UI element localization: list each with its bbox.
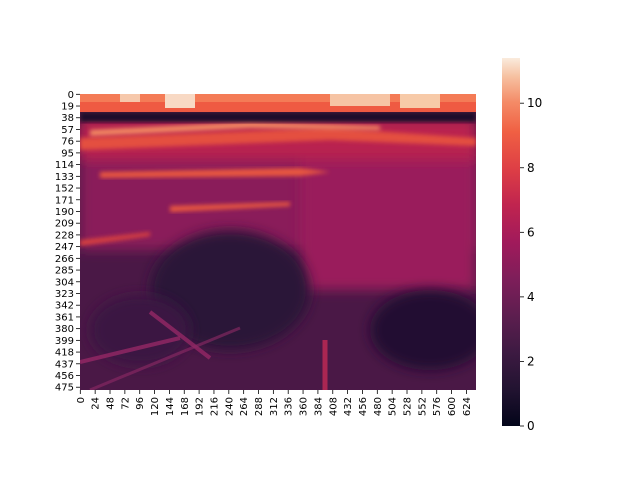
y-tick-label: 380 xyxy=(55,324,74,335)
heatmap-cells xyxy=(80,94,476,390)
x-tick-label: 288 xyxy=(254,397,265,416)
x-tick-label: 624 xyxy=(462,397,473,416)
heatmap-top-patch-3 xyxy=(330,94,390,106)
x-tick-label: 192 xyxy=(195,397,206,416)
y-tick-label: 76 xyxy=(61,137,74,148)
y-tick-label: 0 xyxy=(68,90,74,101)
y-tick-label: 209 xyxy=(55,219,74,230)
x-tick-label: 552 xyxy=(417,397,428,416)
heatmap-top-patch-1 xyxy=(165,94,195,108)
x-tick-label: 240 xyxy=(224,397,235,416)
heatmap-dark-patch-2 xyxy=(370,290,476,370)
heatmap-top-patch-4 xyxy=(400,94,440,108)
y-tick-label: 228 xyxy=(55,230,74,241)
colorbar-gradient xyxy=(502,58,520,426)
y-tick-label: 418 xyxy=(55,348,74,359)
colorbar-axis: 0 2 4 6 8 10 xyxy=(520,96,542,433)
x-tick-label: 360 xyxy=(299,397,310,416)
x-tick-label: 144 xyxy=(165,397,176,416)
heatmap-diagonal-2 xyxy=(148,310,212,360)
x-tick-label: 456 xyxy=(358,397,369,416)
y-tick-label: 323 xyxy=(55,289,74,300)
x-tick-label: 24 xyxy=(91,397,102,410)
heatmap-right-patch xyxy=(300,150,476,290)
y-tick-label: 95 xyxy=(61,148,74,159)
heatmap-top-patch-2 xyxy=(120,94,140,102)
heatmap-streak-2 xyxy=(90,122,380,136)
y-tick-label: 266 xyxy=(55,254,74,265)
y-tick-label: 456 xyxy=(55,371,74,382)
y-tick-label: 152 xyxy=(55,184,74,195)
heatmap-diagonal-1 xyxy=(80,336,181,364)
colorbar-tick-label: 8 xyxy=(527,161,535,175)
y-tick-label: 342 xyxy=(55,301,74,312)
colorbar-tick-label: 4 xyxy=(527,290,535,304)
x-tick-label: 432 xyxy=(343,397,354,416)
y-tick-label: 361 xyxy=(55,312,74,323)
x-tick-label: 168 xyxy=(180,397,191,416)
heatmap-streak-3 xyxy=(100,168,330,178)
y-tick-label: 285 xyxy=(55,266,74,277)
x-tick-label: 504 xyxy=(388,397,399,416)
y-tick-label: 38 xyxy=(61,113,74,124)
y-tick-label: 19 xyxy=(61,102,74,113)
x-tick-label: 600 xyxy=(447,397,458,416)
x-tick-label: 120 xyxy=(150,397,161,416)
x-tick-label: 408 xyxy=(328,397,339,416)
x-tick-label: 96 xyxy=(135,397,146,410)
y-axis: 0193857769511413315217119020922824726628… xyxy=(55,90,80,394)
x-tick-label: 528 xyxy=(403,397,414,416)
x-tick-label: 312 xyxy=(269,397,280,416)
y-tick-label: 190 xyxy=(55,207,74,218)
heatmap-dark-patch-3 xyxy=(90,295,190,365)
y-tick-label: 247 xyxy=(55,242,74,253)
colorbar-tick-label: 10 xyxy=(527,96,542,110)
y-tick-label: 399 xyxy=(55,336,74,347)
y-tick-label: 133 xyxy=(55,172,74,183)
heatmap-diagonal-3 xyxy=(89,326,241,390)
y-tick-label: 114 xyxy=(55,160,74,171)
x-tick-label: 480 xyxy=(373,397,384,416)
y-tick-label: 304 xyxy=(55,277,74,288)
colorbar-tick-label: 6 xyxy=(527,225,535,239)
x-tick-label: 48 xyxy=(106,397,117,410)
y-tick-label: 437 xyxy=(55,359,74,370)
x-tick-label: 216 xyxy=(209,397,220,416)
x-tick-label: 336 xyxy=(284,397,295,416)
y-tick-label: 475 xyxy=(55,383,74,394)
x-tick-label: 72 xyxy=(120,397,131,410)
y-tick-label: 57 xyxy=(61,125,74,136)
x-tick-label: 264 xyxy=(239,397,250,416)
x-tick-label: 384 xyxy=(313,397,324,416)
heatmap-streak-4 xyxy=(170,202,290,212)
heatmap-top-band-inner xyxy=(80,94,476,102)
x-axis: 0 24 48 72 96 120 144 168 192 216 240 264 288 312 336 3… xyxy=(76,390,473,416)
heatmap-dark-patch-1 xyxy=(150,230,310,350)
heatmap-dark-stripe xyxy=(80,112,476,122)
heatmap-streak-5 xyxy=(80,232,150,246)
colorbar-tick-label: 0 xyxy=(527,419,535,433)
x-tick-label: 576 xyxy=(432,397,443,416)
colorbar-tick-label: 2 xyxy=(527,354,535,368)
x-tick-label: 0 xyxy=(76,397,87,403)
y-tick-label: 171 xyxy=(55,195,74,206)
heatmap-streak-1 xyxy=(80,128,476,150)
